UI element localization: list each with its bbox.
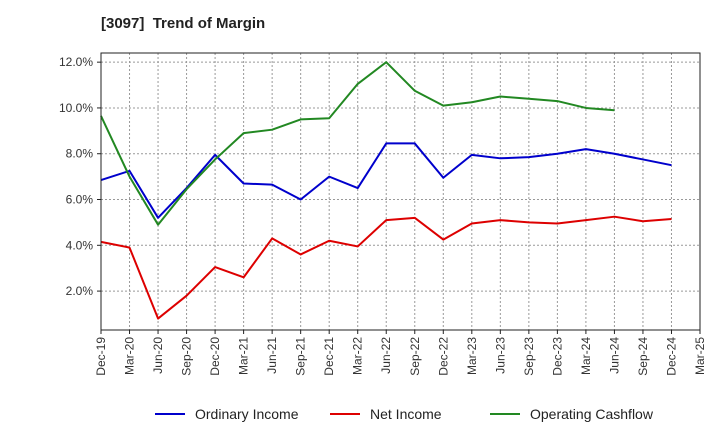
x-tick-label: Dec-22 (436, 337, 450, 376)
series-line-operating-cashflow (100, 61, 615, 226)
x-tick-label: Sep-22 (408, 337, 422, 376)
y-tick-label: 4.0% (66, 238, 94, 252)
legend: Ordinary Income Net Income Operating Cashf… (155, 406, 654, 422)
x-tick-label: Mar-23 (465, 337, 479, 375)
legend-label-operating-cashflow: Operating Cashflow (530, 406, 654, 422)
y-tick-label: 12.0% (59, 55, 93, 69)
series-line-net-income (100, 215, 672, 320)
plot-area-border (100, 52, 701, 331)
x-tick-label: Mar-24 (579, 337, 593, 375)
series-line-ordinary-income (100, 142, 672, 219)
y-tick-label: 2.0% (66, 284, 94, 298)
x-tick-label: Jun-23 (493, 337, 507, 374)
x-tick-label: Sep-21 (294, 337, 308, 376)
y-tick-label: 6.0% (66, 193, 94, 207)
x-tick-label: Dec-24 (664, 337, 678, 376)
x-tick-label: Dec-23 (550, 337, 564, 376)
x-tick-label: Mar-25 (693, 337, 707, 375)
x-tick-label: Mar-22 (351, 337, 365, 375)
series-lines (100, 61, 672, 320)
x-axis: Dec-19 Mar-20 Jun-20 Sep-20 Dec-20 Mar-21 Jun-… (94, 330, 707, 376)
x-tick-label: Mar-21 (237, 337, 251, 375)
y-axis: 2.0% 4.0% 6.0% 8.0% 10.0% 12.0% (59, 55, 101, 298)
x-tick-label: Jun-20 (151, 337, 165, 374)
legend-label-ordinary-income: Ordinary Income (195, 406, 299, 422)
x-tick-label: Sep-24 (636, 337, 650, 376)
x-tick-label: Dec-20 (208, 337, 222, 376)
x-tick-label: Jun-22 (379, 337, 393, 374)
chart-title: [3097] Trend of Margin (101, 15, 266, 32)
y-tick-label: 10.0% (59, 101, 93, 115)
x-tick-label: Jun-21 (265, 337, 279, 374)
x-tick-label: Sep-23 (522, 337, 536, 376)
x-tick-label: Sep-20 (180, 337, 194, 376)
grid (100, 53, 701, 330)
x-tick-label: Jun-24 (607, 337, 621, 374)
legend-label-net-income: Net Income (370, 406, 442, 422)
x-tick-label: Dec-19 (94, 337, 108, 376)
x-tick-label: Dec-21 (322, 337, 336, 376)
y-tick-label: 8.0% (66, 147, 94, 161)
x-tick-label: Mar-20 (123, 337, 137, 375)
